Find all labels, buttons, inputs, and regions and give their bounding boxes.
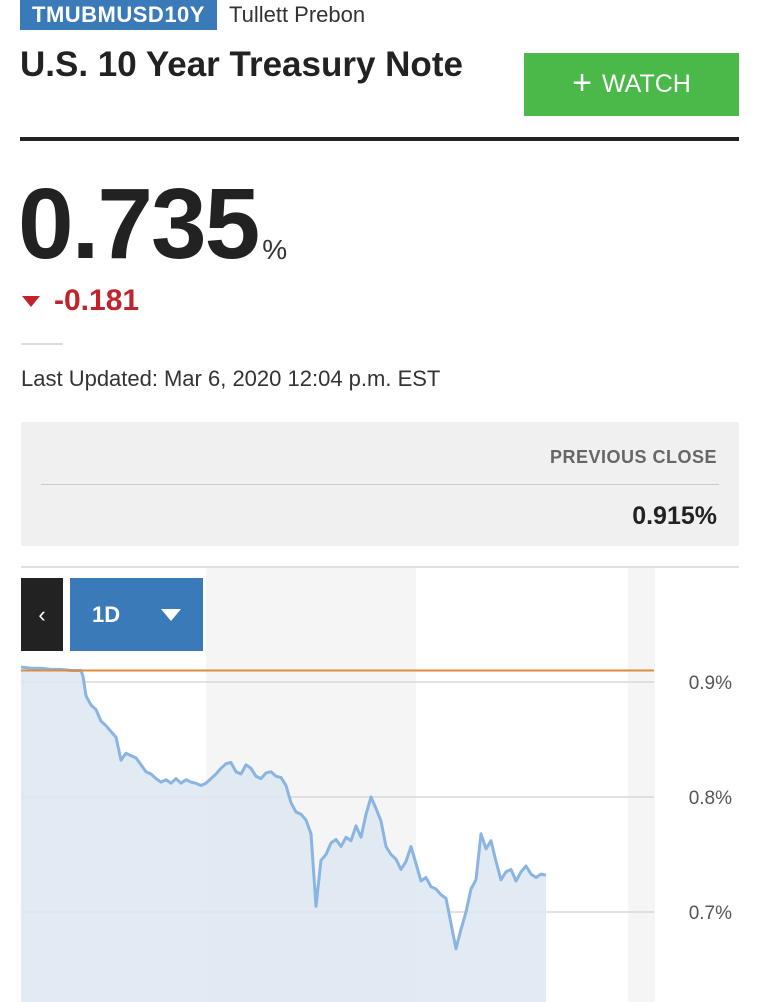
price-value: 0.735 bbox=[18, 168, 260, 280]
watch-button-label: WATCH bbox=[601, 70, 691, 98]
short-divider bbox=[21, 343, 63, 345]
chart-controls: ‹ 1D bbox=[21, 578, 203, 651]
price-chart[interactable]: 0.9% 0.8% 0.7% bbox=[0, 566, 760, 1002]
title-divider bbox=[20, 137, 739, 141]
previous-close-divider bbox=[41, 484, 719, 485]
last-updated-time: Mar 6, 2020 12:04 p.m. EST bbox=[163, 366, 441, 391]
time-range-label: 1D bbox=[92, 601, 121, 627]
plus-icon: + bbox=[572, 64, 592, 102]
change-value: -0.181 bbox=[54, 284, 140, 317]
page-title: U.S. 10 Year Treasury Note bbox=[20, 45, 463, 84]
price-display: 0.735 % bbox=[18, 174, 287, 274]
ticker-symbol[interactable]: TMUBMUSD10Y bbox=[20, 0, 217, 30]
exchange-name: Tullett Prebon bbox=[228, 2, 366, 27]
y-tick-label: 0.9% bbox=[689, 673, 732, 694]
y-tick-label: 0.8% bbox=[689, 788, 732, 809]
y-tick-label: 0.7% bbox=[689, 903, 732, 924]
price-change: -0.181 bbox=[22, 284, 139, 318]
time-range-dropdown[interactable]: 1D bbox=[70, 578, 203, 651]
chart-shade-band bbox=[628, 566, 655, 1002]
quote-header-bar: TMUBMUSD10Y Tullett Prebon bbox=[20, 0, 365, 30]
chart-back-button[interactable]: ‹ bbox=[21, 578, 63, 651]
last-updated: Last Updated: Mar 6, 2020 12:04 p.m. EST bbox=[21, 366, 446, 392]
chevron-left-icon: ‹ bbox=[38, 601, 46, 627]
previous-close-value: 0.915% bbox=[632, 502, 717, 530]
down-arrow-icon bbox=[22, 295, 40, 307]
watch-button[interactable]: + WATCH bbox=[524, 53, 739, 116]
price-unit: % bbox=[262, 234, 288, 265]
chart-price-line bbox=[20, 665, 547, 951]
chevron-down-icon bbox=[161, 608, 181, 621]
previous-close-label: PREVIOUS CLOSE bbox=[549, 447, 717, 467]
last-updated-label: Last Updated: bbox=[21, 366, 158, 391]
previous-close-panel: PREVIOUS CLOSE 0.915% bbox=[21, 422, 739, 546]
chart-area-fill bbox=[21, 667, 546, 1002]
